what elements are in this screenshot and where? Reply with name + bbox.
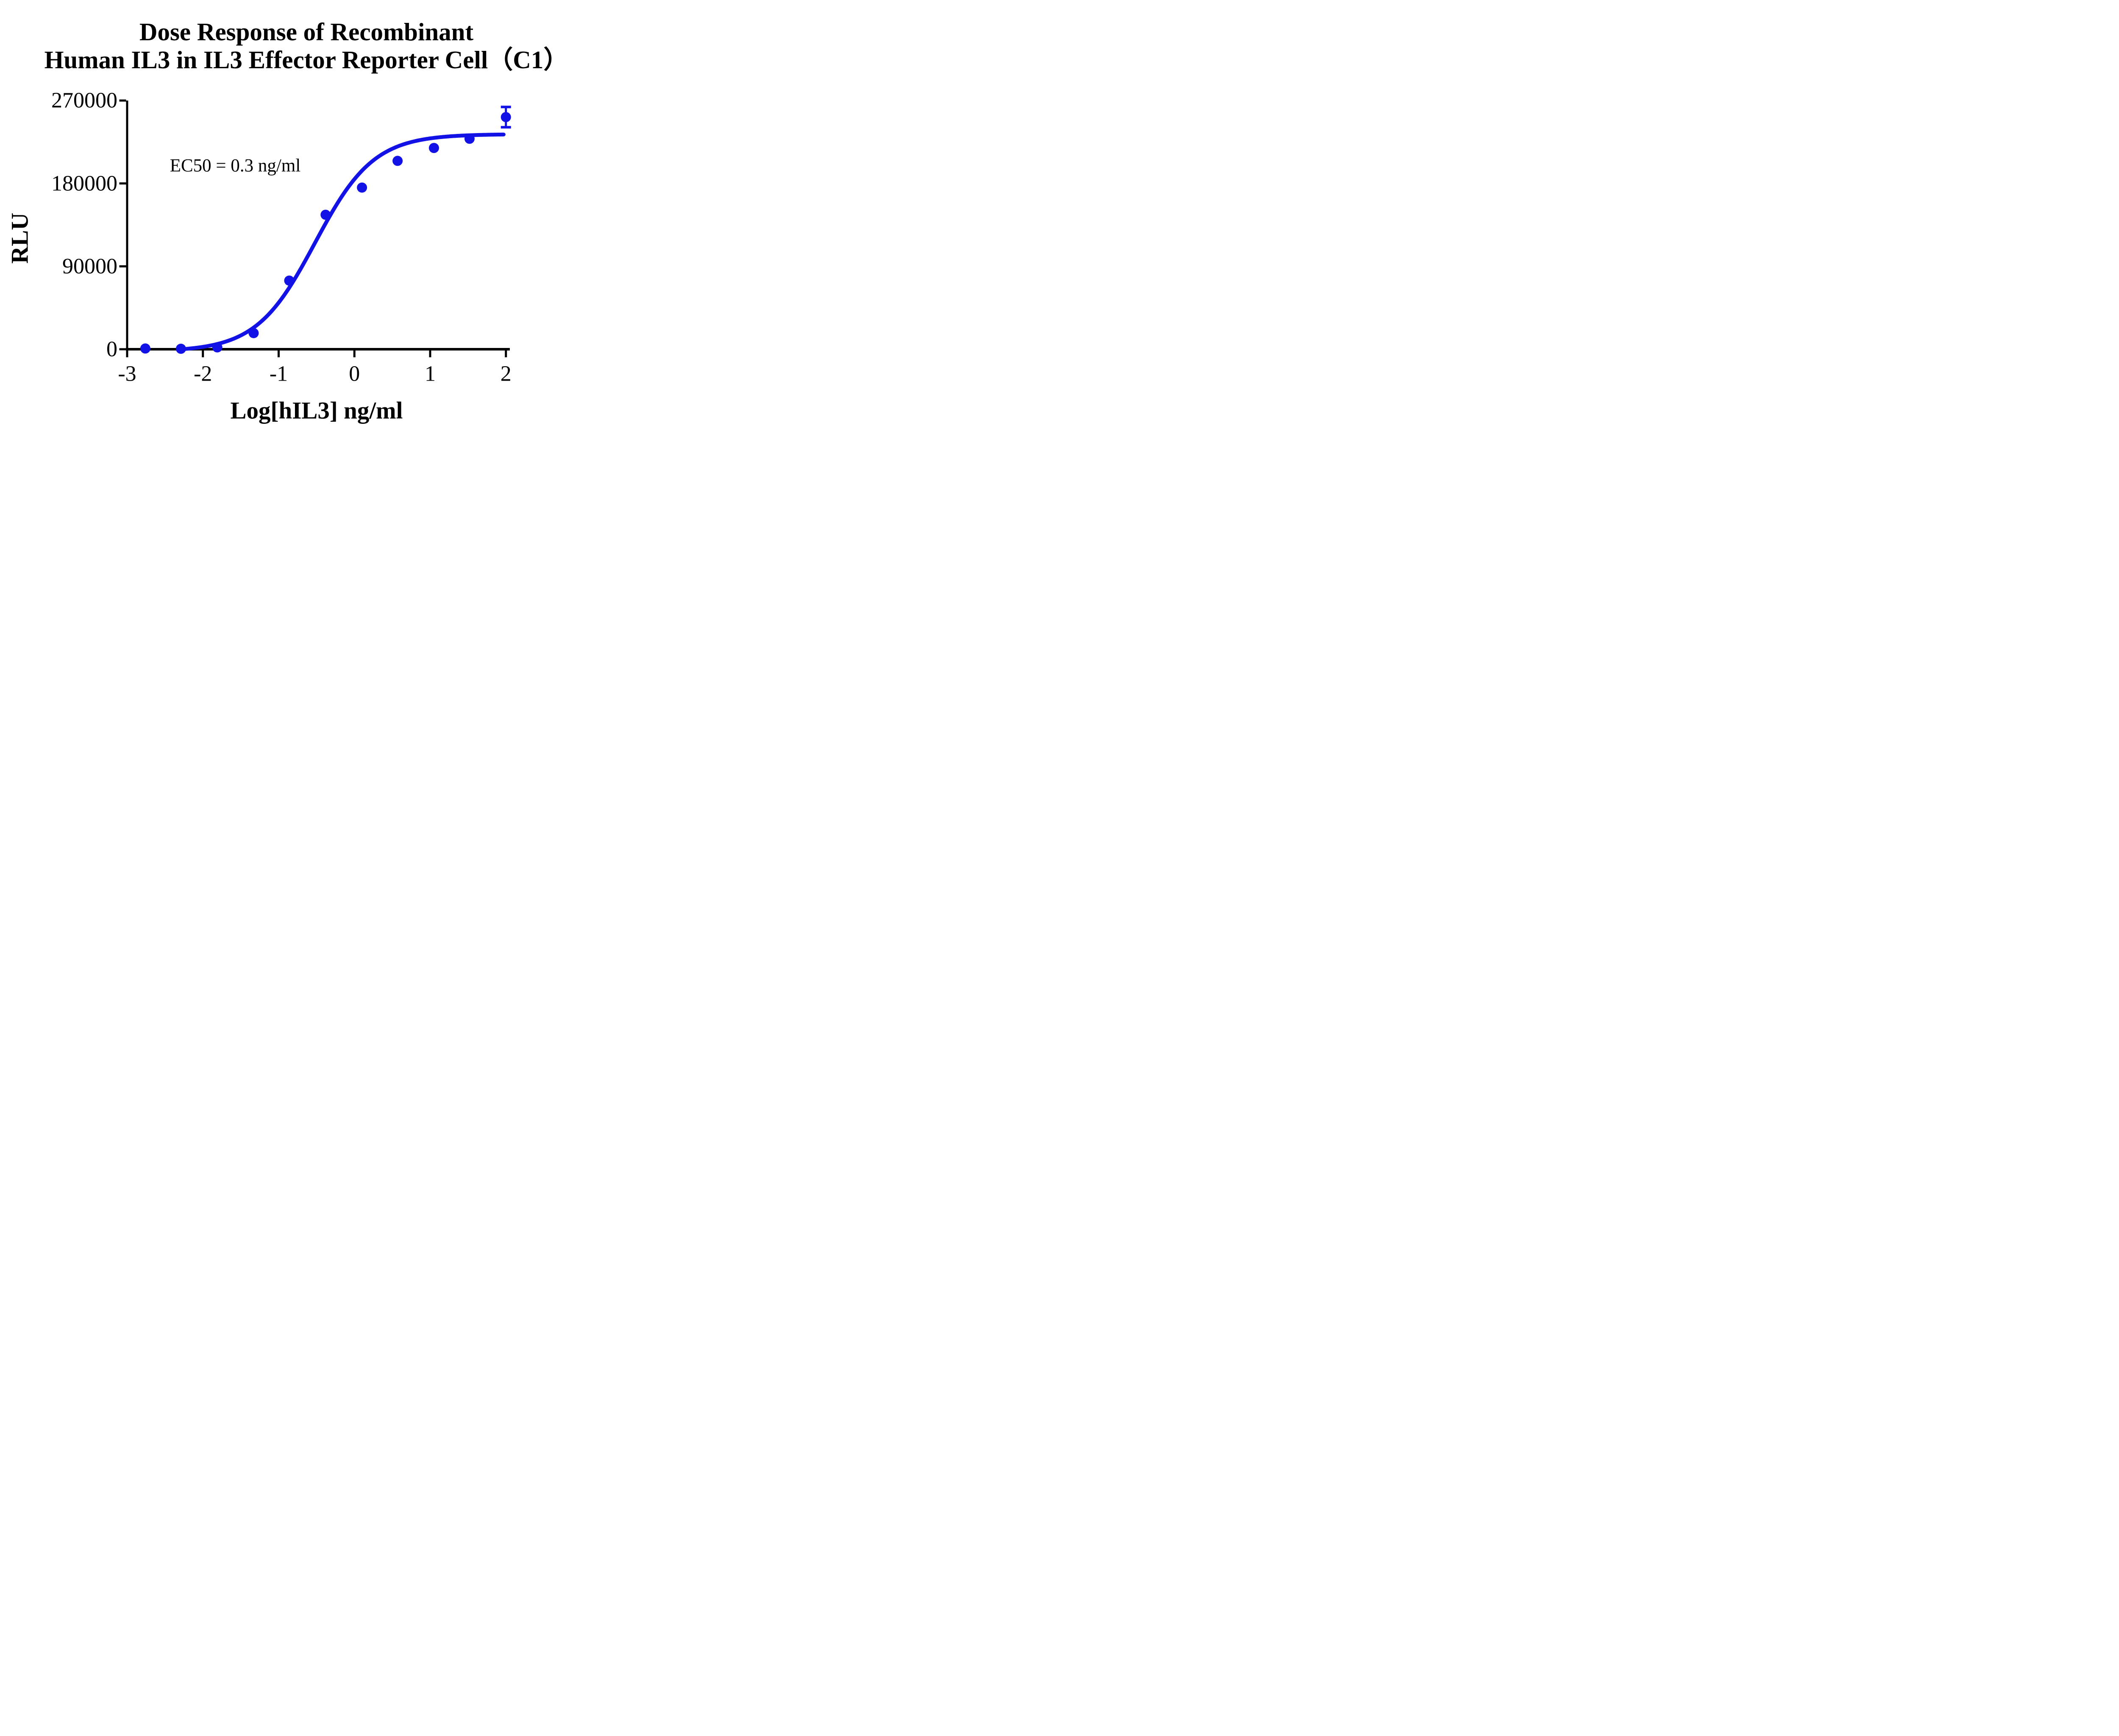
y-tick-label: 270000: [51, 89, 117, 113]
data-point: [428, 143, 439, 153]
data-point: [320, 209, 331, 220]
y-axis-title: RLU: [6, 212, 33, 264]
data-point: [392, 156, 403, 166]
data-point: [248, 328, 259, 338]
fit-curve: [176, 132, 506, 352]
x-tick-label: 0: [349, 362, 360, 386]
data-point: [175, 343, 186, 354]
data-point: [357, 182, 367, 193]
x-axis-title: Log[hIL3] ng/ml: [230, 397, 403, 424]
x-tick-label: -1: [270, 362, 288, 386]
x-tick-label: -3: [118, 362, 136, 386]
x-tick-label: -2: [194, 362, 212, 386]
y-tick-label: 180000: [51, 171, 117, 195]
x-tick-label: 2: [501, 362, 512, 386]
data-point: [464, 134, 475, 144]
chart-title-line-1: Dose Response of Recombinant: [139, 18, 474, 46]
plot-area: -3 -2 -1 0 1 2 0 90000 180000 270000: [51, 89, 512, 386]
chart-title-line-2: Human IL3 in IL3 Effector Reporter Cell（…: [44, 46, 569, 74]
data-point: [212, 342, 222, 353]
data-point: [140, 343, 150, 354]
chart-title: Dose Response of Recombinant Human IL3 i…: [44, 18, 569, 74]
chart-figure: -3 -2 -1 0 1 2 0 90000 180000 270000 Dose Respons…: [0, 0, 579, 434]
data-point: [501, 112, 511, 122]
y-tick-label: 0: [106, 337, 117, 362]
ec50-annotation: EC50 = 0.3 ng/ml: [170, 156, 301, 176]
x-tick-label: 1: [425, 362, 436, 386]
y-tick-label: 90000: [62, 254, 117, 278]
data-point: [284, 275, 295, 286]
